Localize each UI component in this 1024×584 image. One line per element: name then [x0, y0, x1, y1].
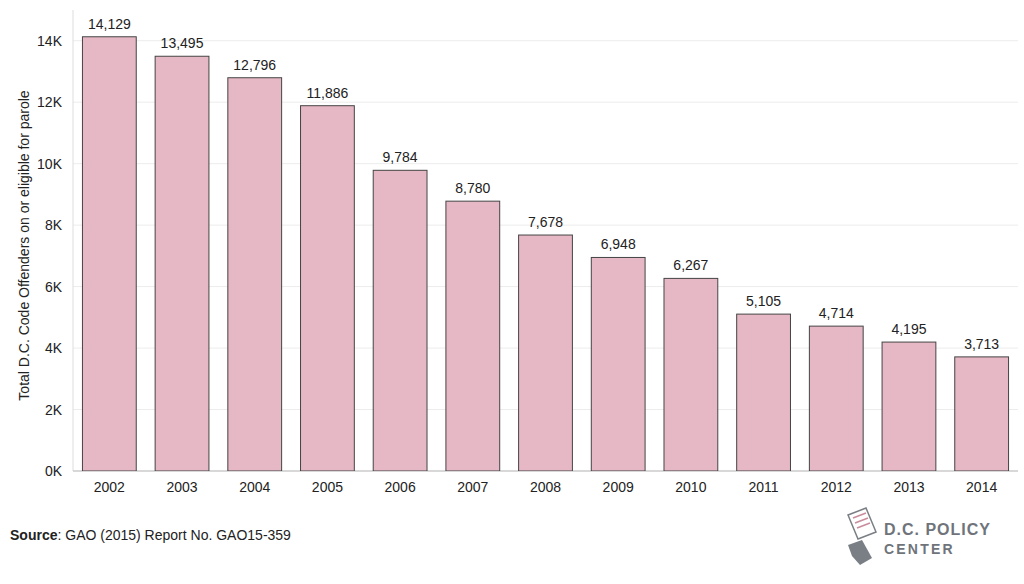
- bar: [82, 37, 136, 471]
- x-tick-label: 2003: [166, 479, 197, 495]
- bar: [955, 357, 1009, 471]
- source-label: Source: [10, 527, 58, 543]
- y-tick-label: 6K: [45, 279, 63, 295]
- data-label: 9,784: [383, 149, 418, 165]
- data-label: 6,948: [601, 236, 636, 252]
- data-label: 8,780: [455, 180, 490, 196]
- x-tick-label: 2002: [94, 479, 125, 495]
- data-label: 3,713: [964, 336, 999, 352]
- bar: [591, 257, 645, 471]
- bar: [809, 326, 863, 471]
- chart-container: 0K 2K 4K 6K 8K 10K 12K 14K 14,129 13,495 12,796 11,…: [0, 0, 1024, 584]
- data-label: 11,886: [307, 85, 349, 101]
- y-tick-label: 12K: [37, 94, 63, 110]
- x-tick-label: 2005: [312, 479, 343, 495]
- logo-text: D.C. POLICY: [884, 521, 991, 538]
- y-axis-line: [73, 10, 74, 471]
- bar: [228, 78, 282, 471]
- x-tick-label: 2009: [603, 479, 634, 495]
- x-tick-label: 2008: [530, 479, 561, 495]
- logo: D.C. POLICY CENTER: [848, 508, 991, 565]
- logo-text: CENTER: [884, 541, 955, 557]
- logo-icon-lines: [853, 513, 870, 528]
- data-label: 12,796: [233, 57, 276, 73]
- y-axis-title: Total D.C. Code Offenders on or eligible…: [16, 90, 32, 400]
- grid-line: [73, 163, 1018, 164]
- data-label: 6,267: [673, 257, 708, 273]
- bar: [664, 278, 718, 471]
- data-label: 14,129: [88, 16, 131, 32]
- bar: [446, 201, 500, 471]
- data-label: 13,495: [161, 35, 204, 51]
- x-tick-label: 2014: [966, 479, 997, 495]
- data-label: 4,195: [891, 321, 926, 337]
- bar: [301, 106, 355, 471]
- grid: [73, 41, 1018, 471]
- bar: [373, 170, 427, 471]
- y-tick-label: 8K: [45, 217, 63, 233]
- logo-icon: [848, 508, 876, 539]
- x-tick-label: 2011: [749, 479, 779, 495]
- bar: [155, 56, 209, 471]
- y-tick-label: 14K: [37, 33, 63, 49]
- grid-line: [73, 40, 1018, 41]
- source-text: : GAO (2015) Report No. GAO15-359: [57, 527, 291, 543]
- y-tick-label: 2K: [45, 402, 63, 418]
- x-tick-label: 2010: [675, 479, 706, 495]
- bar: [519, 235, 573, 471]
- y-tick-label: 4K: [45, 340, 63, 356]
- x-tick-label: 2012: [821, 479, 852, 495]
- y-tick-label: 10K: [37, 156, 63, 172]
- x-tick-label: 2007: [457, 479, 488, 495]
- source: Source: GAO (2015) Report No. GAO15-359: [10, 527, 291, 543]
- x-tick-label: 2006: [385, 479, 416, 495]
- x-tick-label: 2004: [239, 479, 270, 495]
- y-tick-label: 0K: [45, 463, 63, 479]
- chart-svg: 0K 2K 4K 6K 8K 10K 12K 14K 14,129 13,495 12,796 11,…: [0, 0, 1024, 584]
- data-label: 4,714: [819, 305, 854, 321]
- grid-line: [73, 102, 1018, 103]
- data-label: 7,678: [528, 214, 563, 230]
- data-label: 5,105: [746, 293, 781, 309]
- bars: [82, 37, 1008, 471]
- bar: [882, 342, 936, 471]
- x-tick-label: 2013: [893, 479, 924, 495]
- logo-icon-map: [848, 540, 872, 565]
- bar: [737, 314, 791, 471]
